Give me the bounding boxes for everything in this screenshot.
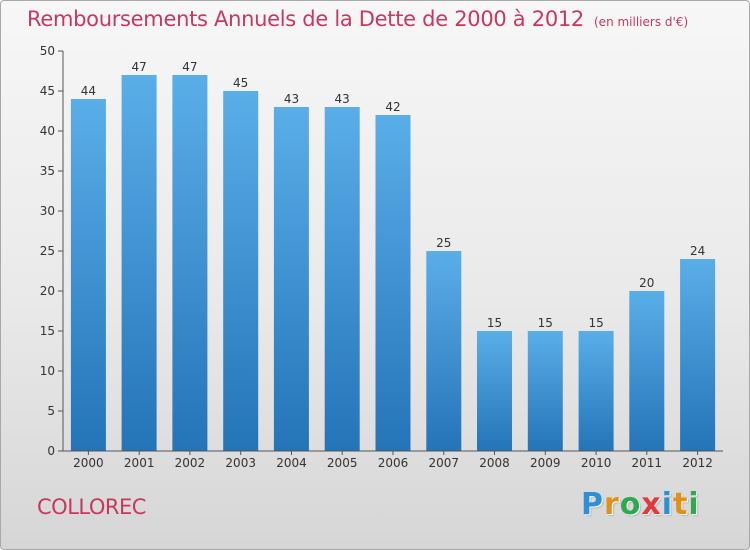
axes-group: 2000 2001 2002 2003 2004 2005 2006 2007 2008 2009… bbox=[40, 44, 723, 470]
bar-2000 bbox=[70, 99, 106, 451]
bar-2002 bbox=[172, 75, 208, 451]
y-tick-5: 5 bbox=[47, 404, 55, 418]
x-tick-2005: 2005 bbox=[327, 456, 358, 470]
bars-group: 44 47 47 45 43 43 42 25 15 15 15 20 24 bbox=[70, 60, 716, 451]
bar-2003 bbox=[223, 91, 259, 451]
data-label-2004: 43 bbox=[284, 92, 299, 106]
data-label-2001: 47 bbox=[132, 60, 147, 74]
data-label-2012: 24 bbox=[690, 244, 705, 258]
data-label-2010: 15 bbox=[588, 316, 603, 330]
bar-2001 bbox=[121, 75, 157, 451]
x-tick-2011: 2011 bbox=[632, 456, 663, 470]
chart-subtitle: (en milliers d'€) bbox=[594, 15, 689, 29]
x-tick-2002: 2002 bbox=[175, 456, 206, 470]
y-tick-45: 45 bbox=[40, 84, 55, 98]
x-tick-2007: 2007 bbox=[429, 456, 460, 470]
logo-letter: P bbox=[581, 487, 604, 522]
logo-letter: r bbox=[604, 487, 620, 522]
y-tick-50: 50 bbox=[40, 44, 55, 58]
data-label-2008: 15 bbox=[487, 316, 502, 330]
data-label-2011: 20 bbox=[639, 276, 654, 290]
commune-name: COLLOREC bbox=[37, 495, 146, 519]
bar-2007 bbox=[426, 251, 462, 451]
x-tick-2001: 2001 bbox=[124, 456, 155, 470]
y-tick-15: 15 bbox=[40, 324, 55, 338]
data-label-2005: 43 bbox=[335, 92, 350, 106]
bar-2011 bbox=[629, 291, 665, 451]
x-tick-2008: 2008 bbox=[479, 456, 510, 470]
x-tick-2004: 2004 bbox=[276, 456, 307, 470]
bar-2004 bbox=[273, 107, 309, 451]
chart-title: Remboursements Annuels de la Dette de 20… bbox=[27, 7, 688, 31]
data-label-2006: 42 bbox=[385, 100, 400, 114]
x-tick-2000: 2000 bbox=[73, 456, 104, 470]
bar-2009 bbox=[527, 331, 563, 451]
bar-2012 bbox=[680, 259, 716, 451]
x-tick-2006: 2006 bbox=[378, 456, 409, 470]
x-tick-2010: 2010 bbox=[581, 456, 612, 470]
bar-2010 bbox=[578, 331, 614, 451]
bar-2008 bbox=[477, 331, 512, 451]
chart-title-text: Remboursements Annuels de la Dette de 20… bbox=[27, 7, 584, 31]
proxiti-logo: Proxiti bbox=[581, 487, 700, 522]
logo-letter: i bbox=[688, 487, 700, 522]
y-tick-30: 30 bbox=[40, 204, 55, 218]
bar-2006 bbox=[375, 115, 411, 451]
data-label-2009: 15 bbox=[538, 316, 553, 330]
y-tick-35: 35 bbox=[40, 164, 55, 178]
bar-2005 bbox=[324, 107, 360, 451]
data-label-2003: 45 bbox=[233, 76, 248, 90]
y-tick-0: 0 bbox=[47, 444, 55, 458]
data-label-2000: 44 bbox=[81, 84, 96, 98]
data-label-2007: 25 bbox=[436, 236, 451, 250]
y-tick-25: 25 bbox=[40, 244, 55, 258]
x-tick-2003: 2003 bbox=[225, 456, 256, 470]
logo-letter: x bbox=[641, 487, 662, 522]
logo-letter: i bbox=[661, 487, 674, 522]
y-tick-20: 20 bbox=[40, 284, 55, 298]
logo-letter: t bbox=[673, 487, 689, 522]
y-tick-10: 10 bbox=[40, 364, 55, 378]
data-label-2002: 47 bbox=[182, 60, 197, 74]
logo-letter: o bbox=[619, 487, 642, 522]
x-tick-2012: 2012 bbox=[682, 456, 713, 470]
y-tick-40: 40 bbox=[40, 124, 55, 138]
x-tick-2009: 2009 bbox=[530, 456, 561, 470]
